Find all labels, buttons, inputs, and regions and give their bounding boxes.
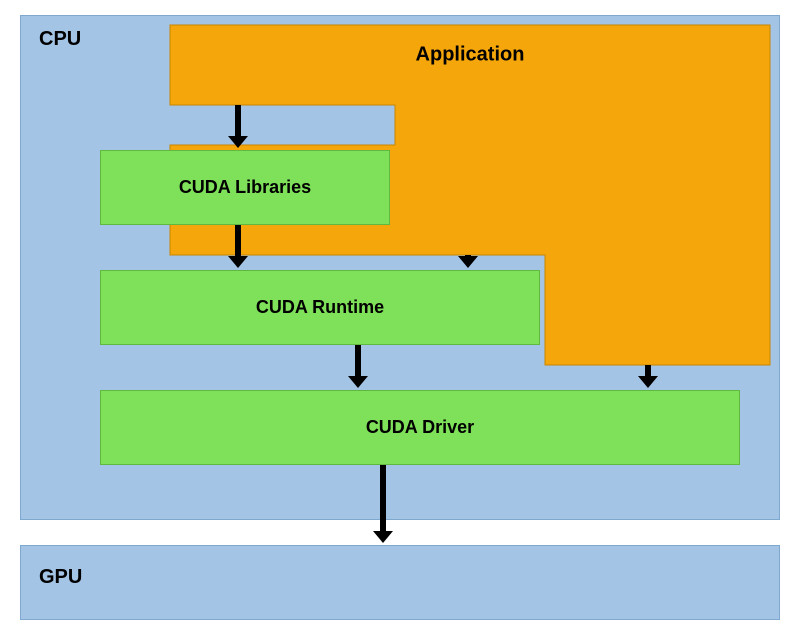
diagram-stage: CPU Application CUDA Libraries CUDA Runt…	[0, 0, 809, 637]
cuda-runtime-block: CUDA Runtime	[100, 270, 540, 345]
gpu-panel: GPU	[20, 545, 780, 620]
cuda-driver-label: CUDA Driver	[366, 417, 474, 438]
application-label: Application	[416, 44, 525, 67]
cuda-driver-block: CUDA Driver	[100, 390, 740, 465]
cuda-libraries-block: CUDA Libraries	[100, 150, 390, 225]
gpu-label: GPU	[39, 566, 82, 589]
cuda-libraries-label: CUDA Libraries	[179, 177, 311, 198]
cpu-label: CPU	[39, 28, 81, 51]
cuda-runtime-label: CUDA Runtime	[256, 297, 384, 318]
